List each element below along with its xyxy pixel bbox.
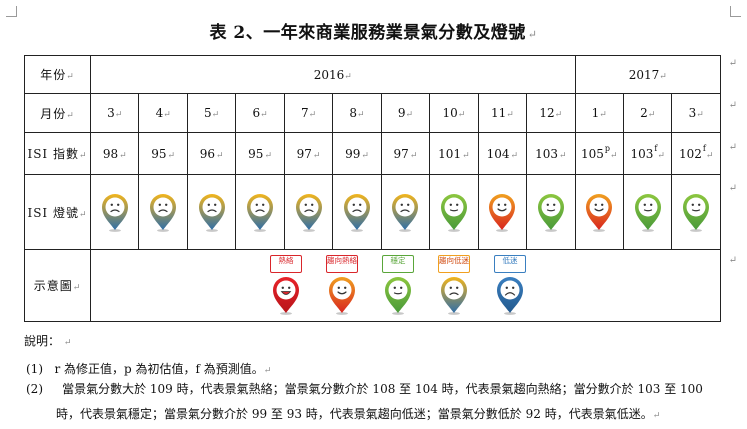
score-cell: 98↵ (89, 132, 140, 175)
score-cell: 103↵ (526, 132, 576, 175)
legend-label: 低迷 (494, 254, 526, 273)
signal-light-icon (392, 194, 419, 232)
signal-light-icon (295, 194, 322, 232)
notes-heading: 說明： ↵ (24, 334, 72, 348)
page-corner-mark (6, 6, 17, 17)
signal-light-icon (440, 194, 467, 232)
page-corner-mark (730, 6, 741, 17)
light-cell (622, 174, 673, 250)
legend-item-down: 低迷 (493, 254, 527, 315)
legend-item-stable: 穩定 (381, 254, 415, 315)
legend-row: 示意圖↵ 熱絡 趨向熱絡 穩定 趨向低迷 (24, 249, 721, 322)
legend-cell: 熱絡 趨向熱絡 穩定 趨向低迷 低迷 (90, 249, 721, 322)
trend-down-light-icon (441, 276, 467, 315)
month-cell: 3↵ (671, 93, 721, 133)
paragraph-mark: ↵ (728, 183, 737, 194)
legend-label: 穩定 (382, 254, 414, 273)
month-cell: 7↵ (283, 93, 334, 133)
month-cell: 5↵ (186, 93, 237, 133)
paragraph-mark: ↵ (728, 255, 737, 266)
down-light-icon (497, 276, 523, 315)
legend: 熱絡 趨向熱絡 穩定 趨向低迷 低迷 (91, 251, 720, 321)
legend-row-label: 示意圖↵ (24, 249, 91, 322)
signal-light-icon (634, 194, 661, 232)
month-cell: 3↵ (89, 93, 140, 133)
signal-light-icon (586, 194, 613, 232)
month-cell: 4↵ (138, 93, 188, 133)
light-cell (332, 174, 382, 250)
score-cell: 99↵ (332, 132, 382, 175)
score-cell: 95↵ (138, 132, 188, 175)
year-row-label: 年份↵ (24, 55, 91, 94)
score-cell: 97↵ (283, 132, 334, 175)
month-cell: 2↵ (622, 93, 673, 133)
score-cell: 95↵ (235, 132, 285, 175)
month-cell: 1↵ (574, 93, 624, 133)
score-cell: 101↵ (429, 132, 479, 175)
score-cell: 105p↵ (574, 132, 624, 175)
light-cell (283, 174, 334, 250)
trend-hot-light-icon (329, 276, 355, 315)
light-cell (138, 174, 188, 250)
legend-label: 熱絡 (270, 254, 302, 273)
signal-light-icon (247, 194, 274, 232)
signal-light-icon (683, 194, 710, 232)
note-item-2-line-2: 時，代表景氣穩定；當景氣分數介於 99 至 93 時，代表景氣趨向低迷；當景氣分… (56, 407, 661, 421)
isi-table: 年份↵ 2016↵ 2017↵ 月份↵ 3↵ 4↵ 5↵ 6↵ 7↵ 8↵ 9↵… (24, 55, 722, 322)
month-cell: 9↵ (380, 93, 431, 133)
light-cell (429, 174, 479, 250)
score-cell: 97↵ (380, 132, 431, 175)
score-cell: 96↵ (186, 132, 237, 175)
light-cell (380, 174, 431, 250)
light-cell (235, 174, 285, 250)
score-cell: 104↵ (477, 132, 528, 175)
legend-item-trend-down: 趨向低迷 (437, 254, 471, 315)
month-cell: 11↵ (477, 93, 528, 133)
year-2016-cell: 2016↵ (90, 55, 576, 94)
score-cell: 103f↵ (622, 132, 673, 175)
month-cell: 8↵ (332, 93, 382, 133)
light-cell (671, 174, 721, 250)
year-2017-cell: 2017↵ (574, 55, 722, 94)
light-cell (186, 174, 237, 250)
score-cell: 102f↵ (671, 132, 721, 175)
signal-light-icon (343, 194, 370, 232)
signal-light-icon (489, 194, 516, 232)
signal-light-icon (150, 194, 177, 232)
legend-item-trend-hot: 趨向熱絡 (325, 254, 359, 315)
legend-label: 趨向低迷 (438, 254, 470, 273)
legend-label: 趨向熱絡 (326, 254, 358, 273)
note-item-2-line-1: (2) 當景氣分數大於 109 時，代表景氣熱絡；當景氣分數介於 108 至 1… (26, 382, 703, 396)
paragraph-mark: ↵ (728, 100, 737, 111)
month-cell: 10↵ (429, 93, 479, 133)
table-title: 表 2、一年來商業服務業景氣分數及燈號 ↵ (209, 23, 538, 43)
score-row-label: ISI 指數↵ (24, 132, 91, 175)
month-row-label: 月份↵ (24, 93, 91, 133)
paragraph-mark: ↵ (728, 142, 737, 153)
signal-light-icon (101, 194, 128, 232)
month-cell: 12↵ (526, 93, 576, 133)
light-cell (477, 174, 528, 250)
light-cell (89, 174, 140, 250)
signal-light-icon (198, 194, 225, 232)
note-item-1: (1) r 為修正值，p 為初估值，f 為預測值。↵ (26, 362, 272, 376)
stable-light-icon (385, 276, 411, 315)
hot-light-icon (273, 276, 299, 315)
year-row: 年份↵ 2016↵ 2017↵ (24, 55, 722, 94)
signal-light-icon (537, 194, 564, 232)
light-row-label: ISI 燈號↵ (24, 174, 91, 250)
paragraph-mark: ↵ (728, 58, 737, 69)
light-cell (526, 174, 576, 250)
month-cell: 6↵ (235, 93, 285, 133)
legend-item-hot: 熱絡 (269, 254, 303, 315)
month-row: 月份↵ 3↵ 4↵ 5↵ 6↵ 7↵ 8↵ 9↵ 10↵ 11↵ 12↵ 1↵ … (24, 93, 721, 133)
light-cell (574, 174, 624, 250)
light-row: ISI 燈號↵ (24, 174, 721, 250)
score-row: ISI 指數↵ 98↵ 95↵ 96↵ 95↵ 97↵ 99↵ 97↵ 101↵… (24, 132, 721, 175)
